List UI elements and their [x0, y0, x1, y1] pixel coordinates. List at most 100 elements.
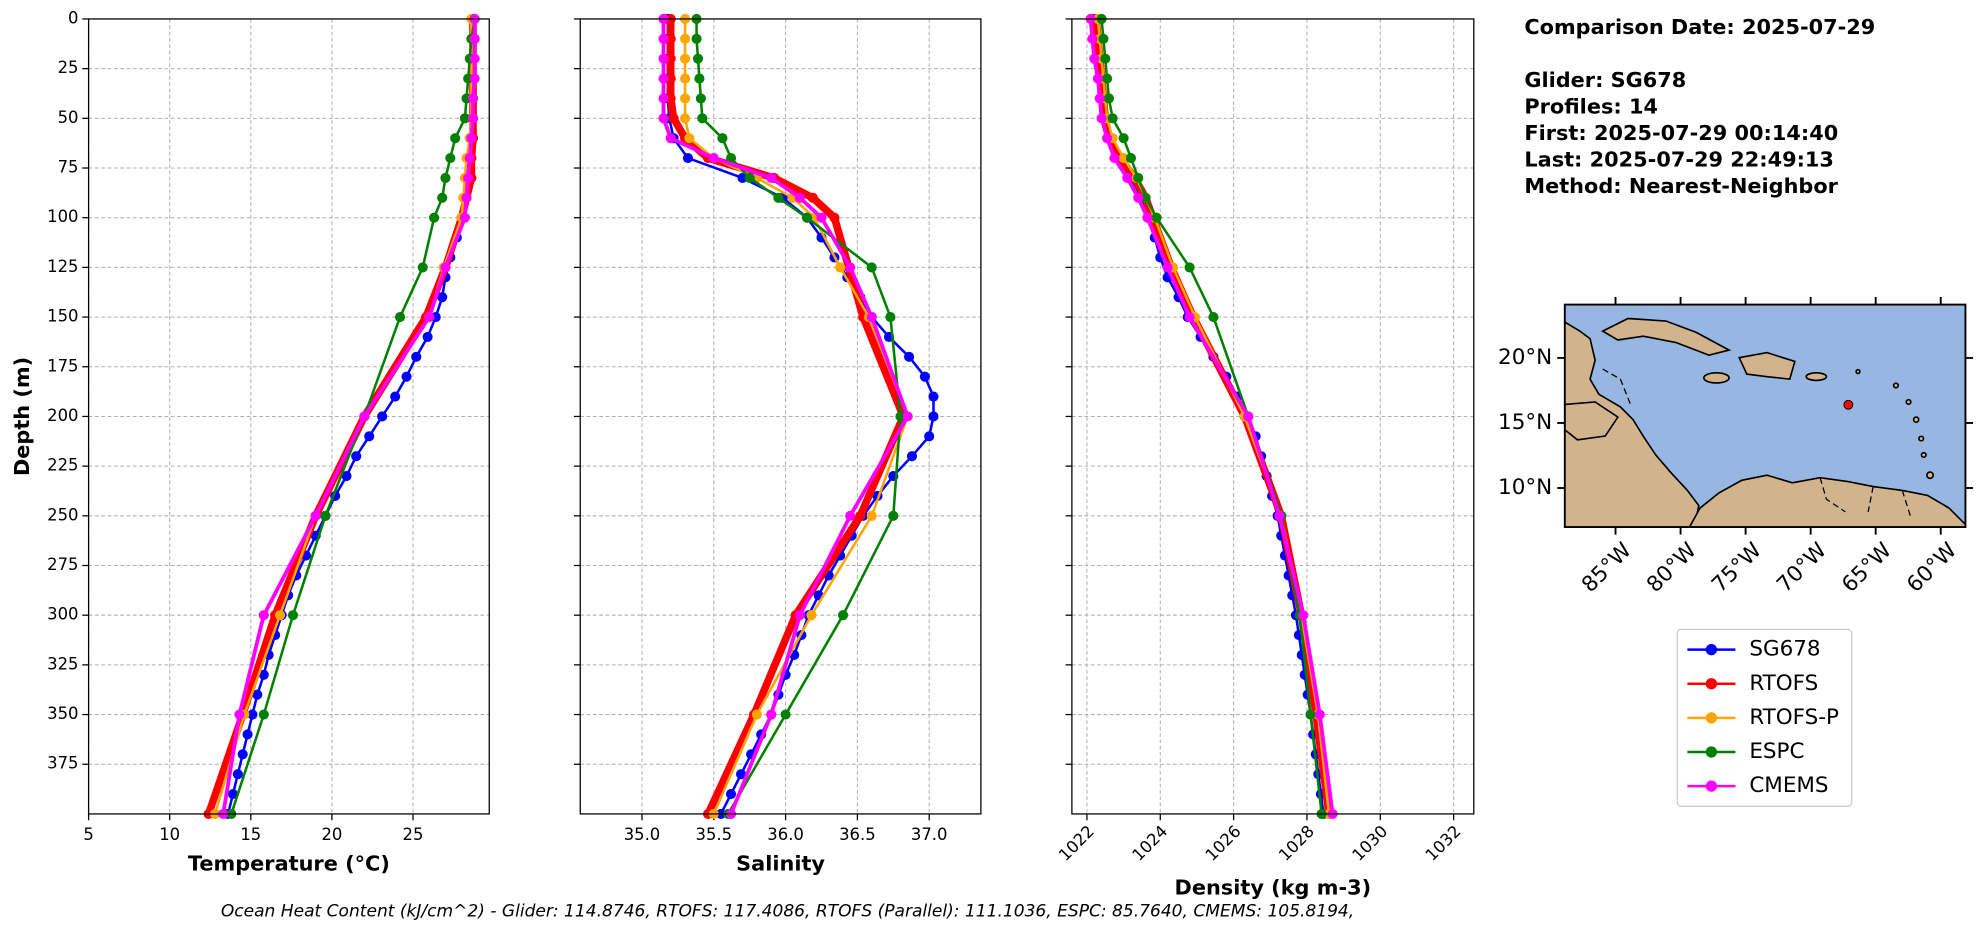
info-line: Last: 2025-07-29 22:49:13 — [1524, 148, 1834, 172]
profile-marker — [682, 153, 693, 164]
profile-marker — [665, 33, 676, 44]
profile-marker — [390, 391, 401, 402]
y-tick-label: 10°N — [1498, 475, 1552, 500]
x-tick-label: 36.5 — [839, 825, 876, 844]
glider-position — [1843, 399, 1854, 410]
borders — [1602, 368, 1912, 519]
profile-marker — [258, 709, 269, 720]
land — [1564, 317, 1966, 528]
profile-marker — [780, 709, 791, 720]
x-tick-label: 1024 — [1128, 822, 1171, 865]
profile-marker — [855, 510, 866, 521]
profile-marker — [866, 312, 877, 323]
profile-marker — [725, 153, 737, 164]
legend-label: RTOFS — [1749, 671, 1818, 696]
profile-marker — [364, 431, 375, 442]
profile-marker — [744, 172, 755, 184]
profile-marker — [1133, 172, 1144, 184]
profile-marker — [717, 133, 728, 144]
profile-marker — [694, 73, 705, 84]
profile-marker — [906, 451, 918, 462]
profile-marker — [737, 172, 748, 184]
profile-marker — [459, 113, 470, 124]
y-tick-label: 325 — [47, 654, 78, 673]
island — [1912, 416, 1920, 423]
profile-marker — [469, 73, 480, 84]
profile-marker — [829, 212, 840, 223]
profile-marker — [816, 212, 827, 223]
profile-marker — [351, 451, 362, 462]
profile-marker — [895, 411, 906, 422]
profile-marker — [1103, 93, 1114, 104]
panel: 5 10 15 20 250255075100125150175200225250275… — [10, 8, 490, 875]
profile-marker — [1140, 192, 1151, 203]
x-tick-label: 60°W — [1902, 538, 1962, 598]
profile-marker — [794, 192, 806, 203]
panel: 35.0 35.5 36.0 36.5 37.0 Salinity — [573, 13, 982, 875]
profile-marker — [802, 212, 813, 223]
profile-marker — [845, 510, 856, 521]
jamaica — [1703, 372, 1730, 384]
profile-marker — [665, 53, 676, 64]
profile-marker — [1107, 113, 1118, 124]
x-tick-label: 1028 — [1275, 822, 1318, 865]
profile-marker — [695, 93, 706, 104]
profile-marker — [1305, 709, 1316, 720]
profile-marker — [1208, 312, 1219, 323]
profile-marker — [1122, 172, 1133, 184]
profile-marker — [417, 262, 428, 273]
x-tick-label: 35.0 — [624, 825, 661, 844]
profile-marker — [467, 113, 479, 124]
x-tick-label: 10 — [159, 825, 180, 844]
profile-marker — [658, 113, 669, 124]
profile-marker — [247, 709, 258, 720]
profile-marker — [377, 411, 388, 422]
legend-label: RTOFS-P — [1749, 705, 1839, 730]
profile-marker — [680, 73, 691, 84]
profile-marker — [684, 133, 695, 144]
profile-marker — [807, 192, 818, 203]
x-tick-label: 80°W — [1642, 538, 1702, 598]
profile-marker — [464, 153, 475, 164]
profile-marker — [658, 33, 669, 44]
profile-marker — [341, 471, 352, 482]
profile-marker — [1162, 262, 1173, 273]
island — [1926, 471, 1935, 480]
x-tick-label: 1032 — [1422, 822, 1465, 865]
profile-marker — [440, 262, 451, 273]
profile-marker — [725, 789, 737, 800]
profile-marker — [252, 689, 263, 700]
legend-label: SG678 — [1749, 637, 1820, 662]
profile-marker — [310, 510, 321, 521]
profile-marker — [394, 312, 406, 323]
cuba — [1600, 317, 1732, 357]
profile-marker — [1118, 133, 1129, 144]
legend-label: ESPC — [1749, 739, 1804, 764]
profile-marker — [359, 411, 370, 422]
x-tick-label: 20 — [321, 825, 342, 844]
profile-marker — [1298, 610, 1309, 621]
profile-marker — [658, 93, 669, 104]
profile-marker — [794, 610, 806, 621]
y-tick-label: 50 — [58, 108, 79, 127]
profile-marker — [680, 93, 691, 104]
profile-marker — [1094, 93, 1105, 104]
profile-marker — [1098, 33, 1109, 44]
profile-marker — [1096, 113, 1107, 124]
profile-marker — [658, 73, 669, 84]
profile-marker — [668, 113, 679, 124]
profile-marker — [320, 510, 331, 521]
info-line: Glider: SG678 — [1524, 68, 1686, 92]
profile-marker — [1087, 33, 1098, 44]
profile-marker — [1184, 312, 1195, 323]
y-tick-label: 20°N — [1498, 345, 1552, 370]
x-tick-label: 70°W — [1772, 538, 1832, 598]
legend-marker — [1705, 712, 1718, 724]
legend-box — [1676, 628, 1853, 807]
x-tick-label: 35.5 — [696, 825, 733, 844]
profile-marker — [287, 610, 299, 621]
profile-marker — [919, 371, 930, 382]
profile-marker — [773, 192, 784, 203]
